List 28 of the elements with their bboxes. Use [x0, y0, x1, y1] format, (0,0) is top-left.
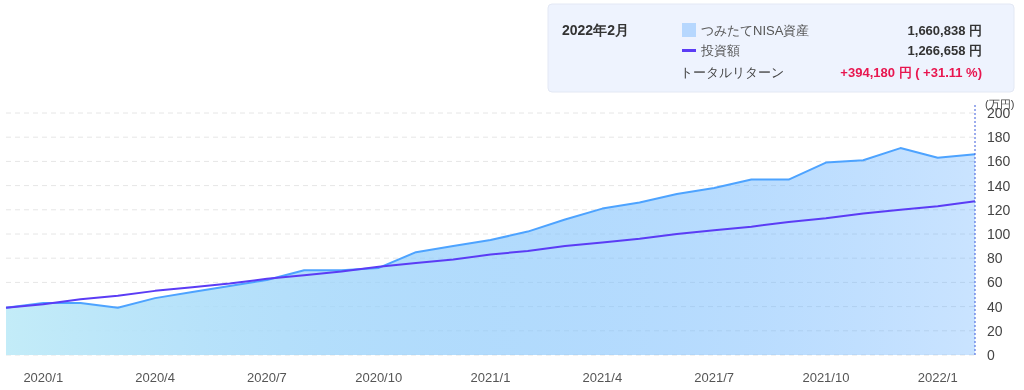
x-tick-label: 2022/1: [917, 370, 958, 385]
y-tick-label: 20: [987, 322, 1003, 339]
text: 1,660,838 円: [907, 23, 982, 38]
y-tick-label: 0: [987, 347, 995, 363]
x-tick-label: 2021/10: [802, 370, 850, 385]
y-tick-label: 80: [987, 250, 1003, 267]
text: 2022年2月: [562, 22, 629, 38]
text: +394,180 円 ( +31.11 %): [840, 65, 982, 80]
y-axis-title: (万円): [985, 98, 1015, 110]
y-tick-label: 100: [987, 226, 1011, 242]
x-tick-label: 2020/7: [247, 370, 287, 385]
x-tick-label: 2021/7: [694, 370, 734, 385]
text: トータルリターン: [680, 65, 784, 80]
y-tick-label: 180: [987, 129, 1011, 146]
x-tick-label: 2021/1: [470, 370, 511, 385]
x-tick-label: 2021/4: [582, 370, 623, 385]
line-series: [5, 200, 976, 309]
legend-label: 投資額: [700, 43, 740, 58]
y-tick-label: 160: [987, 153, 1011, 170]
y-tick-label: 120: [987, 201, 1011, 218]
legend-label: つみたてNISA資産: [701, 23, 810, 38]
x-tick-label: 2020/10: [355, 370, 403, 385]
x-tick-label: 2020/4: [135, 370, 175, 385]
y-tick-label: 40: [987, 298, 1003, 315]
y-tick-label: 140: [987, 177, 1011, 194]
y-tick-label: 60: [987, 274, 1003, 291]
text: 1,266,658 円: [907, 43, 982, 58]
x-tick-label: 2020/1: [23, 370, 64, 385]
